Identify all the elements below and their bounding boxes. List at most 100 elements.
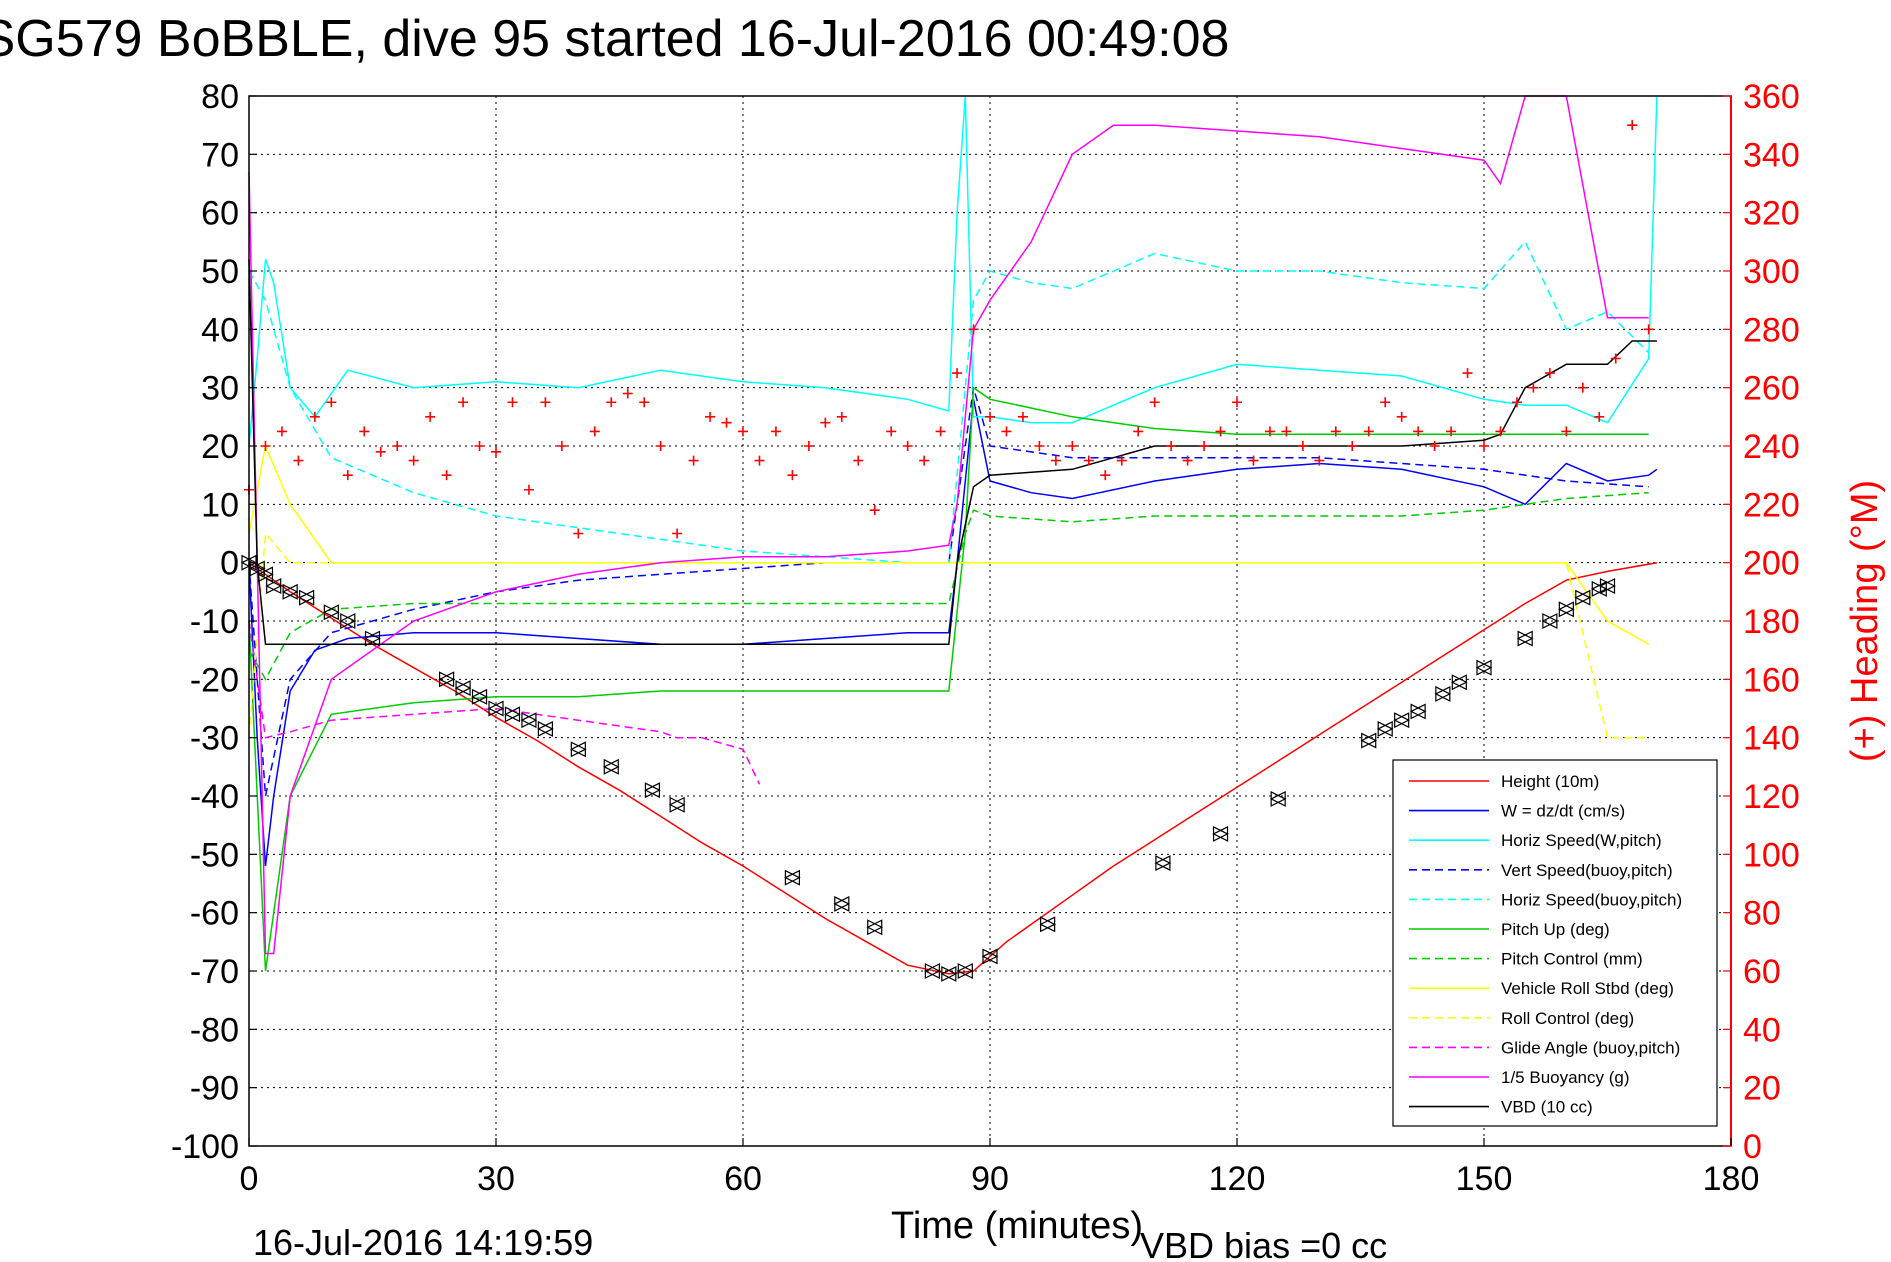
y-right-tick-label: 260 [1743, 370, 1800, 408]
y-right-tick-label: 100 [1743, 836, 1800, 874]
depth-marker-left [281, 583, 298, 600]
y-right-tick-label: 20 [1743, 1070, 1781, 1108]
heading-point [1050, 455, 1061, 466]
series-pitch-control-mm [248, 491, 1649, 681]
heading-point [359, 426, 370, 437]
y-tick-label: -50 [190, 836, 239, 874]
heading-point [491, 446, 501, 457]
heading-point [540, 397, 551, 408]
depth-marker-left [322, 604, 339, 621]
y-tick-label: 50 [201, 253, 239, 291]
series-pitch-up-deg [248, 386, 1649, 972]
x-tick-label: 150 [1456, 1160, 1513, 1198]
heading-point [408, 455, 419, 466]
depth-marker-left [1212, 825, 1229, 842]
y-tick-label: 80 [201, 78, 239, 116]
heading-point [458, 397, 469, 408]
heading-point [293, 455, 304, 466]
heading-point [688, 455, 699, 466]
depth-marker-left [1039, 916, 1056, 933]
depth-marker-left [364, 630, 381, 647]
heading-point [1215, 426, 1226, 437]
y-right-tick-label: 300 [1743, 253, 1800, 291]
series-vbd-10-cc [248, 259, 1657, 646]
y-tick-label: 60 [201, 195, 239, 233]
depth-marker-left [569, 741, 586, 758]
depth-marker-left [504, 706, 521, 723]
y-tick-label: 0 [220, 545, 239, 583]
depth-marker-left [520, 712, 537, 729]
depth-marker-left [1557, 601, 1574, 618]
heading-point [985, 411, 995, 422]
heading-point [639, 397, 650, 408]
depth-marker-left [1450, 674, 1467, 691]
depth-marker-left [1434, 685, 1451, 702]
heading-point [1330, 426, 1341, 437]
heading-point [1462, 368, 1473, 379]
depth-marker-left [784, 869, 800, 886]
heading-point [1314, 455, 1325, 466]
heading-point [1577, 382, 1588, 393]
footer-timestamp: 16-Jul-2016 14:19:59 [253, 1222, 593, 1262]
y-axis-ticks: 80 70 60 50 40 30 20 10 0 -10 -20 -30 -40 -50 -60 -70 -8… [171, 78, 257, 1166]
y-right-tick-label: 220 [1743, 486, 1800, 524]
x-tick-label: 60 [724, 1160, 762, 1198]
heading-point [919, 455, 930, 466]
series-horiz-speed-buoy-pitch [248, 240, 1650, 564]
heading-point [441, 470, 452, 481]
heading-point [655, 441, 666, 451]
depth-marker-left [487, 700, 504, 717]
heading-point [1429, 441, 1440, 451]
y-right-tick-label: 240 [1743, 428, 1800, 466]
heading-point [556, 441, 567, 451]
heading-point [392, 441, 403, 451]
depth-marker-left [471, 688, 488, 705]
depth-marker-left [248, 560, 265, 577]
heading-point [1561, 426, 1572, 437]
heading-point [1264, 426, 1275, 437]
depth-marker-left [1516, 630, 1533, 647]
heading-point [1396, 411, 1407, 422]
heading-point [754, 455, 765, 466]
heading-point [1380, 397, 1391, 408]
heading-point [342, 470, 353, 481]
y-right-tick-label: 160 [1743, 661, 1800, 699]
depth-marker-left [339, 613, 356, 629]
heading-point [260, 441, 271, 451]
heading-point [1627, 120, 1638, 131]
heading-point [1067, 441, 1078, 451]
x-tick-label: 0 [240, 1160, 259, 1198]
y-right-tick-label: 60 [1743, 953, 1781, 991]
x-axis-ticks: 0 30 60 90 120 150 180 [240, 1138, 1759, 1198]
heading-point [935, 426, 946, 437]
y-axis-right-ticks: 3603403203002802602402202001801601401201… [1723, 78, 1800, 1166]
y-right-tick-label: 80 [1743, 895, 1781, 933]
y-axis-right-label: (+) Heading (°M) [1844, 480, 1886, 762]
heading-point [1166, 441, 1177, 451]
heading-point [672, 528, 683, 539]
depth-marker-left [1599, 578, 1616, 594]
heading-point [1643, 324, 1654, 335]
heading-point [606, 397, 617, 408]
y-tick-label: -40 [190, 778, 239, 816]
heading-point [375, 446, 386, 457]
heading-point [425, 411, 436, 422]
heading-point [589, 426, 600, 437]
x-tick-label: 90 [971, 1160, 1009, 1198]
heading-point [952, 368, 963, 379]
y-tick-label: -20 [190, 661, 239, 699]
grid-lines [249, 96, 1731, 1146]
heading-point [1347, 441, 1358, 451]
heading-point [902, 441, 913, 451]
depth-marker-left [602, 758, 619, 775]
y-tick-label: 30 [201, 370, 239, 408]
y-right-tick-label: 340 [1743, 136, 1800, 174]
heading-point [1544, 368, 1555, 379]
heading-point [1248, 455, 1259, 466]
heading-point [1446, 426, 1457, 437]
heading-point [721, 417, 732, 428]
heading-point [474, 441, 485, 451]
legend-label: W = dz/dt (cm/s) [1501, 802, 1625, 821]
depth-marker-left [438, 671, 455, 688]
